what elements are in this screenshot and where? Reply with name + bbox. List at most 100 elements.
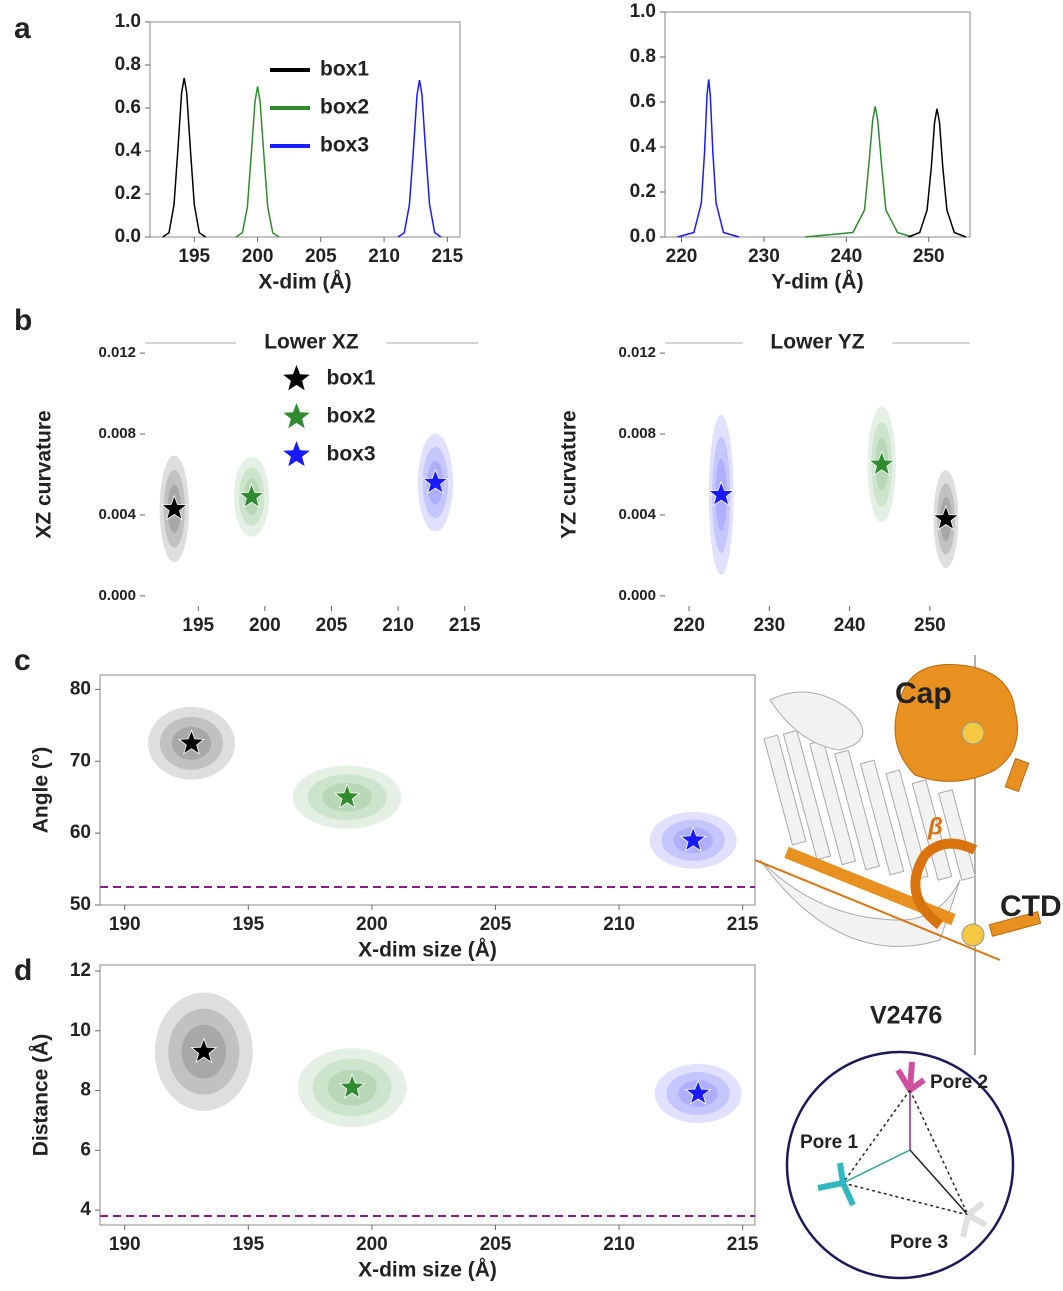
x-tick-label: 240 [830,246,862,267]
y-tick-label: 0.4 [630,136,657,157]
x-axis-label: X-dim size (Å) [358,938,497,962]
legend-swatch [283,365,310,391]
x-axis-label: X-dim size (Å) [358,1258,497,1282]
structure-illustration [754,655,1042,1280]
y-tick-label: 4 [80,1199,91,1220]
mean-star [679,826,707,852]
y-tick-label: 10 [70,1020,91,1041]
panel-label: d [14,954,32,987]
density-line [235,86,280,238]
x-tick-label: 205 [480,914,512,935]
y-tick-label: 0.6 [115,97,141,118]
y-tick-label: 50 [70,894,91,915]
y-tick-label: 60 [70,822,91,843]
x-tick-label: 200 [356,914,388,935]
y-tick-label: 0.6 [630,91,656,112]
plot-frame [99,964,756,1226]
x-tick-label: 230 [753,615,785,636]
y-axis-label: Distance (Å) [29,1034,53,1157]
y-tick-label: 70 [70,750,91,771]
x-tick-label: 215 [727,914,759,935]
y-tick-label: 0.8 [115,54,141,75]
mean-star [333,783,361,809]
pore-label: Pore 1 [800,1132,859,1153]
mean-star [868,450,896,476]
mean-star [160,494,188,521]
x-tick-label: 195 [178,246,210,267]
y-tick-label: 6 [80,1139,91,1160]
residue-label: V2476 [870,1002,942,1030]
y-tick-label: 0.000 [98,587,136,604]
x-tick-label: 205 [316,615,348,636]
chart-title: Lower XZ [264,331,359,354]
x-tick-label: 210 [382,615,414,636]
y-tick-label: 1.0 [630,1,656,22]
mean-star [707,480,735,507]
x-tick-label: 210 [603,914,635,935]
panel-label: c [14,644,31,677]
density-line [677,79,740,238]
x-tick-label: 195 [232,1234,264,1255]
x-axis-label: X-dim (Å) [258,270,351,294]
x-tick-label: 250 [913,246,945,267]
x-tick-label: 230 [748,246,780,267]
x-tick-label: 190 [109,1234,141,1255]
panel-label: a [14,12,31,45]
x-tick-label: 210 [368,246,400,267]
x-tick-label: 240 [834,615,866,636]
y-axis-label: Angle (°) [30,747,53,834]
y-tick-label: 0.2 [115,183,141,204]
x-tick-label: 205 [305,246,337,267]
angle-label: β [927,813,943,840]
mean-star [684,1079,712,1105]
legend-label: box2 [327,405,376,428]
legend-label: box3 [327,443,376,466]
x-tick-label: 195 [232,914,264,935]
x-axis-label: Y-dim (Å) [771,270,863,294]
legend-swatch [283,441,310,467]
legend-label: box1 [320,58,369,81]
pore-label: Pore 2 [930,1072,988,1093]
plot-frame [149,21,461,238]
x-tick-label: 215 [431,246,463,267]
y-tick-label: 0.000 [618,587,656,604]
x-tick-label: 250 [914,615,946,636]
x-tick-label: 200 [249,615,281,636]
y-tick-label: 12 [70,960,91,981]
x-tick-label: 200 [356,1234,388,1255]
mean-star [932,504,960,531]
legend-label: box2 [320,96,369,119]
density-line [162,77,207,238]
ctd-label: CTD [1000,890,1062,923]
y-tick-label: 0.8 [630,46,656,67]
x-tick-label: 220 [673,615,705,636]
x-tick-label: 200 [242,246,274,267]
y-tick-label: 8 [80,1080,91,1101]
chart-title: Lower YZ [770,331,864,354]
pore-label: Pore 3 [890,1232,948,1253]
density-line [907,108,967,238]
y-tick-label: 0.004 [618,506,656,523]
x-tick-label: 215 [727,1234,759,1255]
mean-star [338,1073,366,1099]
mean-star [238,482,265,509]
x-tick-label: 195 [182,615,214,636]
density-line [397,79,442,238]
mean-star [190,1037,218,1064]
plot-frame [99,674,756,906]
y-tick-label: 0.008 [618,425,656,442]
y-tick-label: 0.012 [98,344,136,361]
x-tick-label: 215 [449,615,481,636]
y-tick-label: 0.004 [98,506,136,523]
y-tick-label: 0.2 [630,181,656,202]
mean-star [178,729,205,755]
x-tick-label: 210 [603,1234,635,1255]
legend-label: box1 [327,367,376,390]
y-tick-label: 0.4 [115,140,142,161]
x-tick-label: 190 [109,914,141,935]
y-axis-label: XZ curvature [33,410,56,538]
y-tick-label: 0.012 [618,344,656,361]
y-axis-label: YZ curvature [558,410,581,538]
x-tick-label: 205 [480,1234,512,1255]
